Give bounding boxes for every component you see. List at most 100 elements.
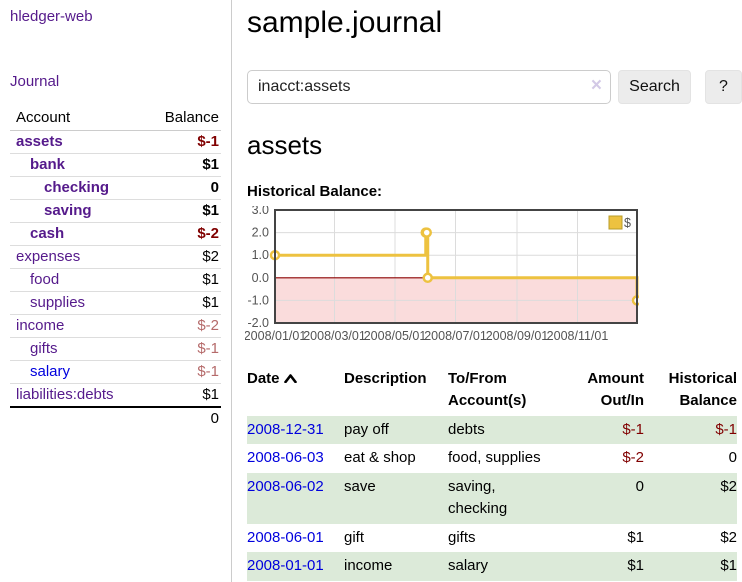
account-balance: $1 (141, 291, 221, 315)
account-row-assets: assets $-1 (10, 130, 221, 154)
svg-text:2008/03/01: 2008/03/01 (303, 329, 366, 343)
account-balance: $1 (141, 268, 221, 292)
account-row-bank: bank $1 (10, 153, 221, 177)
account-row-income: income $-2 (10, 314, 221, 338)
page-title: sample.journal (247, 6, 443, 39)
register-header-row: Date Description To/From Account(s) Amou… (247, 366, 737, 416)
historical-balance-chart: 3.0 2.0 1.0 0.0 -1.0 -2.0 2008/01/01 2008/03/01… (244, 203, 742, 350)
svg-text:2008/07/01: 2008/07/01 (424, 329, 487, 343)
transaction-accounts: saving, checking (448, 478, 508, 517)
register-header-balance: Historical Balance (668, 370, 737, 409)
register-header-amount: Amount Out/In (587, 370, 644, 409)
account-balance: 0 (141, 176, 221, 200)
register-row: 2008-01-01 income salary $1 $1 (247, 552, 737, 581)
account-link-cash[interactable]: cash (30, 225, 65, 242)
account-link-liabilities-debts[interactable]: liabilities:debts (16, 386, 114, 403)
transaction-balance: $-1 (715, 420, 737, 438)
clear-search-icon[interactable]: × (590, 75, 602, 96)
accounts-header-balance: Balance (141, 106, 221, 131)
register-row: 2008-06-01 gift gifts $1 $2 (247, 524, 737, 553)
transaction-description: eat & shop (344, 449, 416, 467)
account-link-checking[interactable]: checking (44, 179, 110, 196)
transaction-balance: $2 (720, 478, 737, 495)
svg-text:2008/01/01: 2008/01/01 (245, 329, 306, 343)
account-row-salary: salary $-1 (10, 360, 221, 384)
transaction-date-link[interactable]: 2008-06-01 (247, 528, 324, 546)
svg-text:-2.0: -2.0 (247, 316, 269, 330)
search-button[interactable]: Search (618, 70, 691, 104)
register-header-description: Description (344, 370, 427, 387)
help-button[interactable]: ? (705, 70, 742, 104)
account-balance: $1 (141, 153, 221, 177)
account-row-gifts: gifts $-1 (10, 337, 221, 361)
account-balance: $-1 (141, 337, 221, 361)
account-balance: $-1 (141, 360, 221, 384)
accounts-table: Account Balance assets $-1 bank $1 check… (10, 106, 221, 430)
account-row-liabilities-debts: liabilities:debts $1 (10, 383, 221, 408)
account-heading: assets (247, 130, 323, 160)
register-row: 2008-12-31 pay off debts $-1 $-1 (247, 415, 737, 445)
transaction-description: income (344, 557, 393, 575)
accounts-total-value: 0 (141, 406, 221, 430)
account-link-expenses[interactable]: expenses (16, 248, 81, 265)
account-row-food: food $1 (10, 268, 221, 292)
transaction-amount: $-2 (622, 449, 644, 467)
transaction-balance: $1 (720, 557, 737, 575)
app-title-link[interactable]: hledger-web (10, 8, 93, 25)
register-header-accounts: To/From Account(s) (448, 370, 527, 409)
svg-text:0.0: 0.0 (252, 271, 269, 285)
transaction-amount: $-1 (622, 420, 644, 438)
date-header-label: Date (247, 370, 280, 387)
main-content: sample.journal × Search ? assets Histori… (232, 0, 742, 582)
transaction-amount: 0 (635, 478, 644, 495)
transaction-description: gift (344, 528, 365, 546)
transaction-date-link[interactable]: 2008-06-03 (247, 449, 324, 467)
account-balance: $-1 (141, 130, 221, 154)
svg-text:2.0: 2.0 (252, 226, 269, 240)
accounts-header-account: Account (10, 106, 142, 131)
account-link-income[interactable]: income (16, 317, 65, 334)
accounts-total-row: 0 (10, 406, 221, 430)
account-balance: $-2 (141, 314, 221, 338)
account-row-expenses: expenses $2 (10, 245, 221, 269)
transaction-date-link[interactable]: 2008-12-31 (247, 420, 324, 438)
transaction-accounts: salary (448, 557, 489, 575)
account-balance: $1 (141, 199, 221, 223)
register-row: 2008-06-03 eat & shop food, supplies $-2… (247, 444, 737, 473)
account-link-bank[interactable]: bank (30, 156, 66, 173)
account-link-assets[interactable]: assets (16, 133, 63, 150)
account-link-supplies[interactable]: supplies (30, 294, 86, 311)
svg-text:$: $ (624, 216, 631, 230)
accounts-header-row: Account Balance (10, 106, 221, 131)
account-balance: $-2 (141, 222, 221, 246)
transaction-description: save (344, 478, 376, 495)
search-input[interactable] (247, 70, 611, 104)
account-link-food[interactable]: food (30, 271, 60, 288)
transaction-date-link[interactable]: 2008-06-02 (247, 478, 324, 495)
svg-text:1.0: 1.0 (252, 248, 269, 262)
svg-text:-1.0: -1.0 (247, 293, 269, 307)
sort-ascending-icon (283, 368, 297, 390)
transaction-balance: $2 (720, 528, 737, 546)
account-link-saving[interactable]: saving (44, 202, 92, 219)
transaction-accounts: debts (448, 420, 485, 438)
account-row-saving: saving $1 (10, 199, 221, 223)
register-header-date[interactable]: Date (247, 366, 344, 416)
account-link-salary[interactable]: salary (30, 363, 71, 380)
chart-title: Historical Balance: (247, 183, 383, 200)
transaction-date-link[interactable]: 2008-01-01 (247, 557, 324, 575)
register-table: Date Description To/From Account(s) Amou… (247, 366, 737, 581)
account-balance: $1 (141, 383, 221, 408)
sidebar-item-journal[interactable]: Journal (10, 73, 60, 90)
register-row: 2008-06-02 save saving, checking 0 $2 (247, 473, 737, 524)
account-link-gifts[interactable]: gifts (30, 340, 58, 357)
svg-text:2008/05/01: 2008/05/01 (364, 329, 427, 343)
sidebar: hledger-web Journal Account Balance asse… (0, 0, 232, 582)
transaction-accounts: gifts (448, 528, 476, 546)
transaction-description: pay off (344, 420, 389, 438)
svg-text:2008/09/01: 2008/09/01 (486, 329, 549, 343)
transaction-amount: $1 (627, 557, 644, 575)
transaction-balance: 0 (728, 449, 737, 467)
transaction-amount: $1 (627, 528, 644, 546)
svg-text:2008/11/01: 2008/11/01 (547, 329, 609, 343)
